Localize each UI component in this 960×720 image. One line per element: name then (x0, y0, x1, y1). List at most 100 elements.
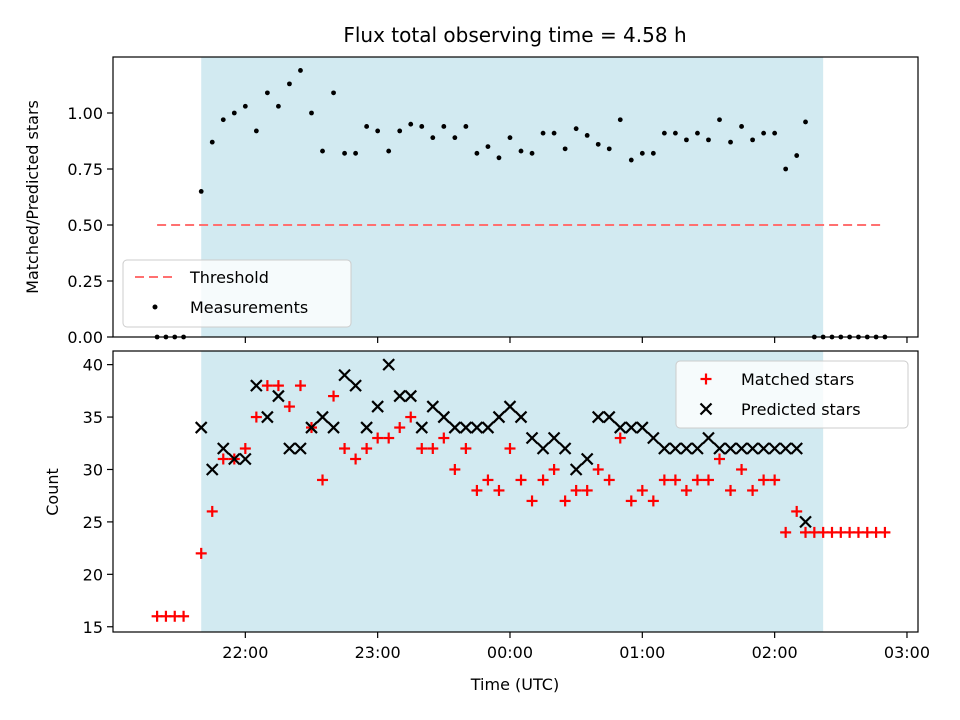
y-tick-label: 1.00 (67, 104, 103, 123)
predicted-star-point (316, 410, 329, 424)
predicted-star-point (272, 389, 285, 403)
predicted-star-point (536, 442, 550, 455)
predicted-star-point (459, 421, 473, 434)
measurement-point (386, 148, 392, 154)
matched-star-point (548, 463, 560, 475)
matched-star-point (747, 484, 759, 496)
top-legend-box (122, 259, 352, 328)
measurement-point (584, 133, 590, 138)
matched-star-point (272, 380, 284, 392)
predicted-star-point (735, 442, 748, 455)
measurement-point (750, 137, 755, 143)
y-tick-label: 0.00 (67, 328, 103, 347)
x-tick-label: 00:00 (487, 643, 533, 662)
predicted-star-point (713, 442, 726, 455)
measurement-point (507, 135, 513, 141)
measurement-point (242, 103, 248, 109)
measurement-points (154, 68, 888, 340)
matched-star-point (261, 380, 273, 392)
predicted-star-point (448, 421, 462, 434)
bottom-x-ticks: 22:00 23:00 00:00 01:00 02:00 03:00 (222, 632, 930, 662)
matched-star-point (383, 432, 395, 444)
predicted-star-point (602, 410, 616, 424)
predicted-star-point (724, 442, 737, 455)
matched-star-point (350, 453, 362, 465)
y-tick-label: 15 (83, 618, 103, 637)
measurement-point (331, 90, 336, 96)
legend-measurements-swatch (152, 304, 158, 310)
matched-star-point (636, 484, 648, 496)
legend-matched-swatch (700, 373, 712, 385)
measurement-point (397, 128, 403, 134)
measurement-point (672, 130, 678, 136)
measurement-point (474, 150, 480, 156)
predicted-star-point (669, 442, 682, 455)
predicted-star-point (580, 452, 594, 466)
top-x-ticks (244, 337, 908, 343)
matched-star-point (714, 453, 726, 465)
measurement-point (496, 155, 502, 161)
measurement-point (419, 124, 425, 129)
predicted-star-point (338, 368, 351, 382)
predicted-star-point (382, 358, 395, 371)
predicted-star-point (658, 442, 671, 455)
matched-star-point (647, 495, 659, 507)
measurement-point (606, 146, 612, 152)
predicted-star-point (393, 389, 406, 403)
predicted-star-point (283, 442, 296, 455)
bottom-legend-box (675, 360, 909, 429)
measurement-point (320, 148, 325, 154)
matched-star-point (515, 474, 527, 486)
predicted-star-point (205, 463, 219, 476)
matched-star-point (791, 505, 803, 517)
matched-star-point (339, 443, 351, 455)
predicted-star-point (691, 442, 704, 455)
y-tick-label: 30 (83, 460, 103, 479)
top-y-axis-label: Matched/Predicted stars (23, 100, 42, 294)
predicted-star-point (250, 379, 263, 392)
x-tick-label: 01:00 (619, 643, 665, 662)
matched-star-point (405, 411, 417, 423)
predicted-star-point (437, 410, 451, 424)
matched-star-point (283, 401, 295, 413)
predicted-star-point (305, 421, 318, 434)
y-tick-label: 40 (83, 356, 103, 375)
measurement-point (231, 110, 237, 116)
predicted-star-point (558, 442, 572, 455)
matched-star-point (493, 484, 505, 496)
matched-star-point (294, 380, 306, 392)
measurement-point (540, 130, 546, 136)
matched-star-point (758, 474, 770, 486)
measurement-point (353, 150, 359, 156)
matched-star-point (471, 484, 483, 496)
predicted-star-point (746, 442, 759, 455)
predicted-star-point (503, 400, 517, 413)
measurement-point (684, 137, 689, 143)
measurement-point (595, 141, 601, 147)
predicted-star-point (415, 421, 429, 434)
predicted-star-point (768, 442, 781, 455)
predicted-star-point (757, 442, 770, 455)
measurement-point (375, 128, 381, 134)
predicted-star-point (481, 421, 495, 434)
measurement-point (309, 110, 314, 116)
predicted-star-point (625, 421, 638, 434)
matched-star-point (559, 495, 571, 507)
measurement-point (739, 124, 744, 129)
matched-star-point (537, 474, 549, 486)
measurement-point (209, 139, 215, 145)
bottom-plot-frame (112, 350, 919, 633)
legend-threshold-label: Threshold (189, 268, 269, 287)
measurement-point (264, 90, 270, 96)
predicted-star-point (647, 431, 660, 445)
legend-matched-marker (700, 373, 712, 385)
measurement-point (342, 150, 347, 156)
matched-star-point (702, 474, 714, 486)
matched-star-point (250, 411, 262, 423)
measurement-point (529, 150, 535, 156)
x-axis-label: Time (UTC) (470, 675, 559, 694)
predicted-star-point (404, 389, 418, 403)
matched-stars-points (151, 380, 891, 622)
measurement-point (276, 103, 281, 109)
matched-star-point (603, 474, 615, 486)
